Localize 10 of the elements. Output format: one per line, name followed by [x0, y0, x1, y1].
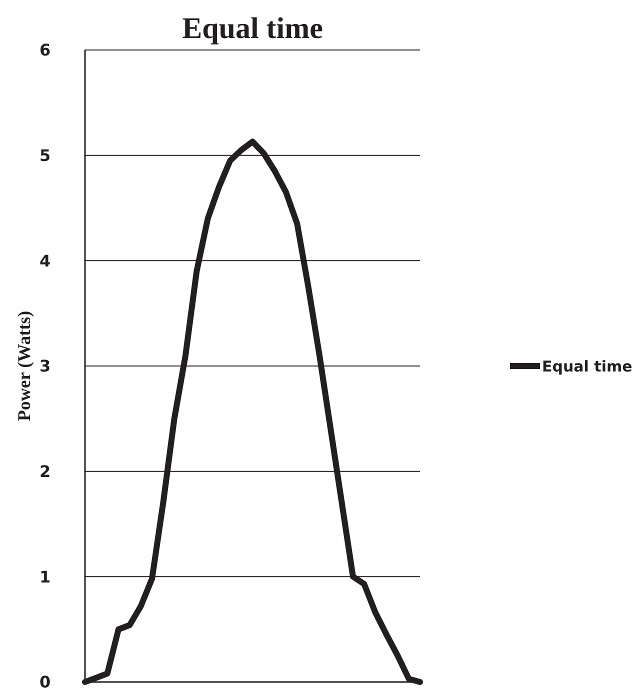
y-tick-label: 1 [39, 567, 51, 586]
y-tick-label: 0 [39, 672, 51, 692]
y-tick-label: 2 [39, 462, 51, 481]
legend-label: Equal time [542, 357, 632, 376]
y-tick-label: 3 [39, 356, 51, 376]
y-axis-title: Power (Watts) [14, 310, 34, 422]
y-tick-label: 4 [39, 251, 51, 270]
chart-title: Equal time [182, 12, 323, 45]
y-tick-label: 6 [39, 40, 51, 60]
y-tick-label: 5 [39, 146, 51, 165]
